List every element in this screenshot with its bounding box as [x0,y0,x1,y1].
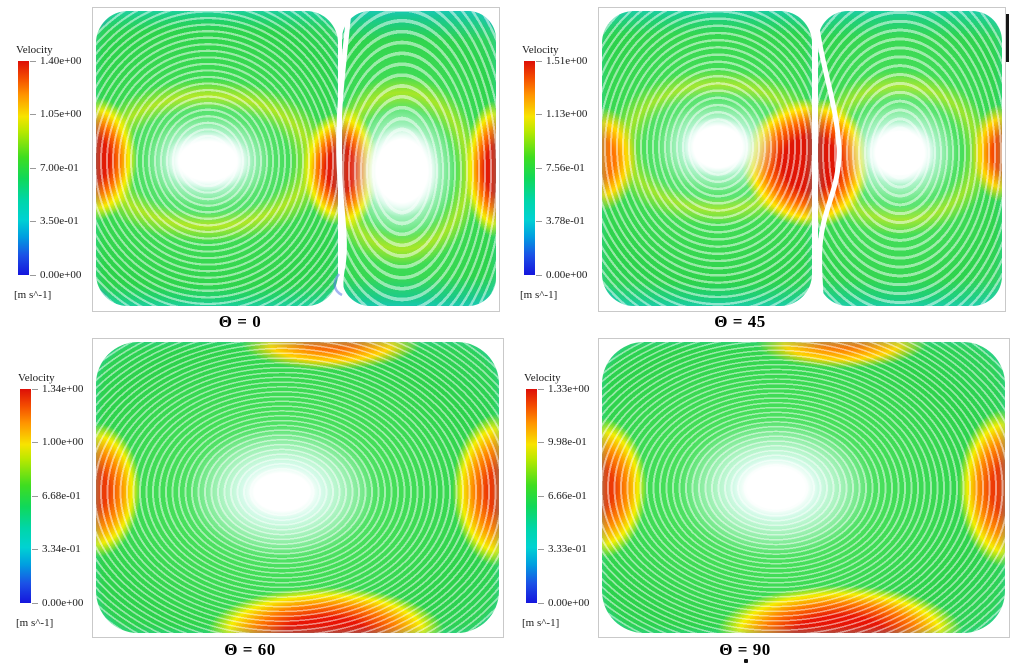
panel-caption-theta-60: Θ = 60 [224,640,276,659]
colorbar-tick-label: 3.50e-01 [40,215,79,227]
colorbar-units: [m s^-1] [14,289,52,301]
colorbar-tick [32,603,38,604]
colorbar-title: Velocity [522,44,559,56]
vortex-cell-right [818,11,1002,306]
vortex-cell-right [342,11,496,306]
panel-caption-theta-90: Θ = 90 [719,640,771,659]
streamline-rings [96,11,338,306]
contour-plot-theta-0 [92,7,500,312]
streamline-rings [96,342,499,633]
colorbar-tick-label: 3.34e-01 [42,543,81,555]
colorbar-tick-label: 1.13e+00 [546,108,588,120]
colorbar-tick [30,114,36,115]
colorbar-tick [536,61,542,62]
colorbar-tick [538,442,544,443]
colorbar-tick [538,496,544,497]
colorbar-tick-label: 0.00e+00 [546,269,588,281]
colorbar-title: Velocity [524,372,561,384]
contour-plot-theta-60 [92,338,504,638]
colorbar-tick-label: 1.34e+00 [42,383,84,395]
colorbar-units: [m s^-1] [522,617,560,629]
colorbar-tick [538,549,544,550]
colorbar-tick-label: 7.56e-01 [546,162,585,174]
colorbar-tick-label: 1.05e+00 [40,108,82,120]
colorbar-tick-label: 3.33e-01 [548,543,587,555]
colorbar-tick-label: 9.98e-01 [548,436,587,448]
panel-caption-theta-45: Θ = 45 [714,312,766,331]
text-cursor-artifact [1006,14,1009,62]
colorbar-tick-label: 1.33e+00 [548,383,590,395]
colorbar-legend-theta-45: Velocity 1.51e+00 1.13e+00 7.56e-01 3.78… [520,44,606,308]
colorbar-tick [32,549,38,550]
colorbar-tick [536,114,542,115]
colorbar-tick-label: 0.00e+00 [42,597,84,609]
colorbar-units: [m s^-1] [16,617,54,629]
colorbar-legend-theta-60: Velocity 1.34e+00 1.00e+00 6.68e-01 3.34… [16,372,102,636]
colorbar-title: Velocity [18,372,55,384]
colorbar-tick [536,221,542,222]
colorbar-tick-label: 1.00e+00 [42,436,84,448]
colorbar-tick [30,221,36,222]
colorbar-tick-label: 1.51e+00 [546,55,588,67]
colorbar-tick [538,603,544,604]
cropped-character-artifact [744,659,748,663]
colorbar-tick-label: 7.00e-01 [40,162,79,174]
streamline-rings [818,11,1002,306]
colorbar-gradient [524,61,535,275]
vortex-cell-left [96,11,338,306]
colorbar-tick [30,275,36,276]
colorbar-legend-theta-0: Velocity 1.40e+00 1.05e+00 7.00e-01 3.50… [14,44,100,308]
colorbar-tick [30,168,36,169]
colorbar-tick [32,389,38,390]
colorbar-gradient [18,61,29,275]
colorbar-tick [538,389,544,390]
panel-caption-theta-0: Θ = 0 [218,312,262,331]
colorbar-tick-label: 1.40e+00 [40,55,82,67]
colorbar-tick-label: 0.00e+00 [40,269,82,281]
vortex-cell [96,342,499,633]
colorbar-tick-label: 0.00e+00 [548,597,590,609]
colorbar-tick [30,61,36,62]
colorbar-units: [m s^-1] [520,289,558,301]
vortex-cell-left [602,11,812,306]
streamline-rings [342,11,496,306]
streamline-rings [602,342,1005,633]
colorbar-tick [536,168,542,169]
colorbar-title: Velocity [16,44,53,56]
contour-plot-theta-45 [598,7,1006,312]
colorbar-tick-label: 3.78e-01 [546,215,585,227]
colorbar-gradient [20,389,31,603]
colorbar-tick-label: 6.66e-01 [548,490,587,502]
colorbar-tick [32,496,38,497]
colorbar-tick [32,442,38,443]
vortex-cell [602,342,1005,633]
colorbar-tick [536,275,542,276]
colorbar-legend-theta-90: Velocity 1.33e+00 9.98e-01 6.66e-01 3.33… [522,372,608,636]
colorbar-tick-label: 6.68e-01 [42,490,81,502]
colorbar-gradient [526,389,537,603]
streamline-rings [602,11,812,306]
contour-plot-theta-90 [598,338,1010,638]
